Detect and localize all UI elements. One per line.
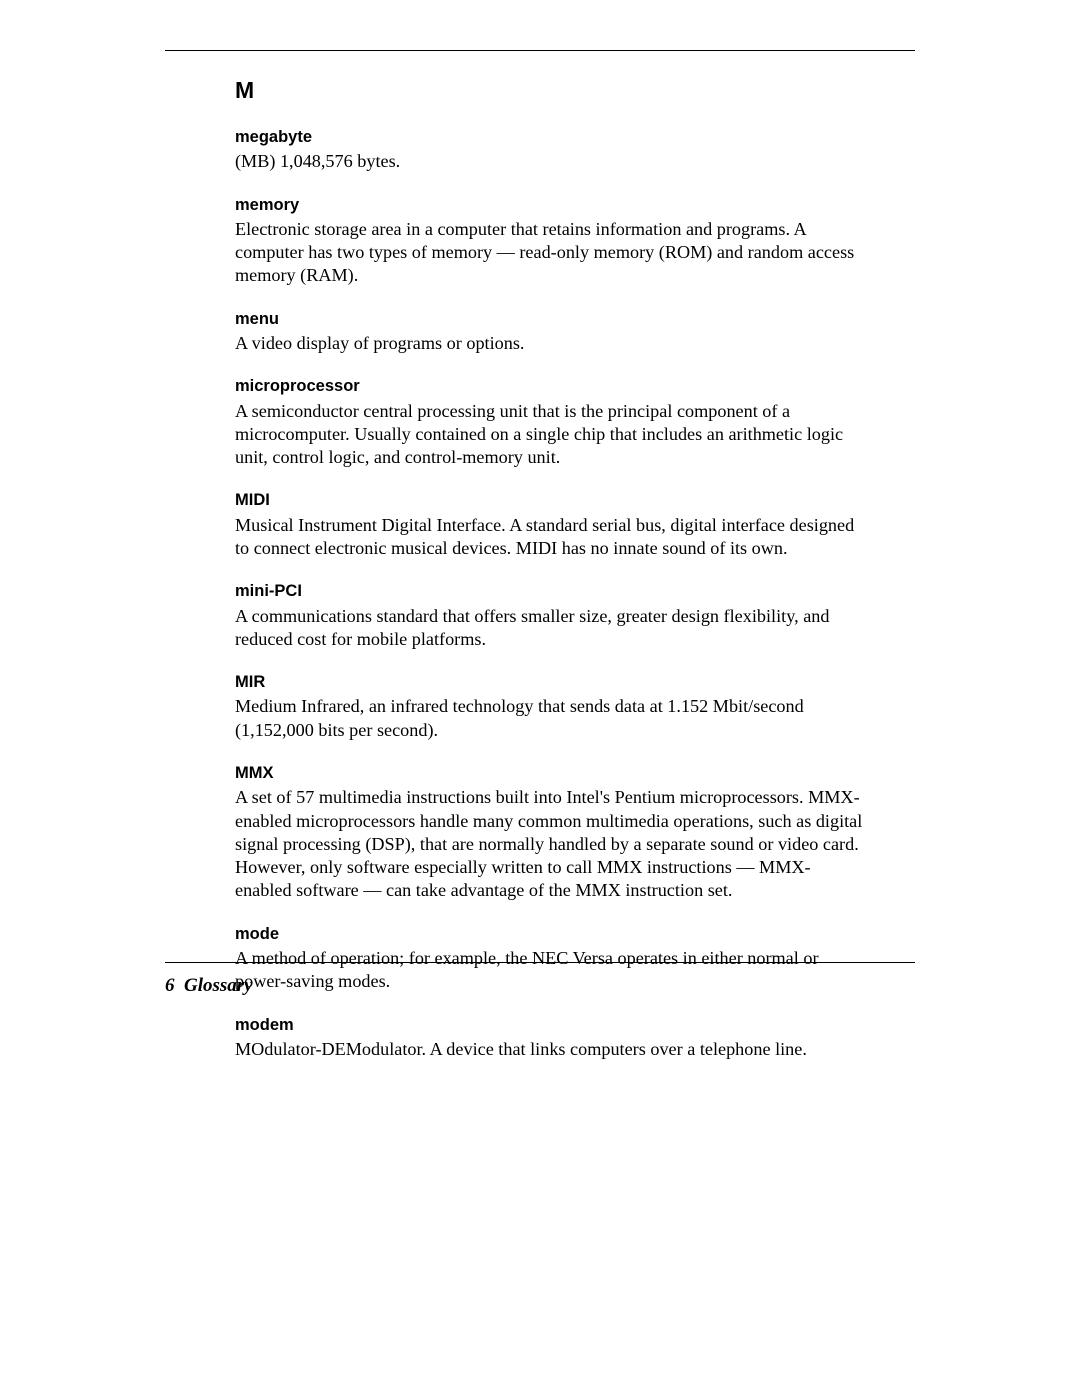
footer-section-title: Glossary	[184, 975, 253, 996]
glossary-definition: Medium Infrared, an infrared technology …	[235, 695, 865, 742]
glossary-entry: mini-PCI A communications standard that …	[235, 580, 865, 651]
glossary-entry: microprocessor A semiconductor central p…	[235, 375, 865, 469]
glossary-term: MIDI	[235, 489, 865, 511]
top-horizontal-rule	[165, 50, 915, 51]
page-number: 6	[165, 975, 175, 996]
glossary-definition: A set of 57 multimedia instructions buil…	[235, 786, 865, 902]
glossary-definition: A semiconductor central processing unit …	[235, 400, 865, 470]
glossary-definition: MOdulator-DEModulator. A device that lin…	[235, 1038, 865, 1061]
glossary-definition: Musical Instrument Digital Interface. A …	[235, 514, 865, 561]
glossary-term: modem	[235, 1014, 865, 1036]
glossary-entry: memory Electronic storage area in a comp…	[235, 194, 865, 288]
glossary-term: menu	[235, 308, 865, 330]
glossary-entry: MIR Medium Infrared, an infrared technol…	[235, 671, 865, 742]
footer-text: 6 Glossary	[165, 975, 915, 997]
glossary-term: microprocessor	[235, 375, 865, 397]
glossary-entry: megabyte (MB) 1,048,576 bytes.	[235, 126, 865, 174]
glossary-term: MIR	[235, 671, 865, 693]
glossary-entry: MMX A set of 57 multimedia instructions …	[235, 762, 865, 903]
glossary-term: megabyte	[235, 126, 865, 148]
glossary-term: MMX	[235, 762, 865, 784]
section-letter: M	[235, 77, 865, 104]
glossary-definition: A communications standard that offers sm…	[235, 605, 865, 652]
glossary-entry: menu A video display of programs or opti…	[235, 308, 865, 356]
glossary-term: memory	[235, 194, 865, 216]
footer-horizontal-rule	[165, 962, 915, 963]
glossary-entry: modem MOdulator-DEModulator. A device th…	[235, 1014, 865, 1062]
glossary-definition: A video display of programs or options.	[235, 332, 865, 355]
content-area: M megabyte (MB) 1,048,576 bytes. memory …	[155, 77, 925, 1061]
glossary-term: mode	[235, 923, 865, 945]
glossary-definition: (MB) 1,048,576 bytes.	[235, 150, 865, 173]
page-footer: 6 Glossary	[165, 962, 915, 997]
glossary-entry: MIDI Musical Instrument Digital Interfac…	[235, 489, 865, 560]
page: M megabyte (MB) 1,048,576 bytes. memory …	[0, 0, 1080, 1397]
glossary-definition: Electronic storage area in a computer th…	[235, 218, 865, 288]
glossary-term: mini-PCI	[235, 580, 865, 602]
